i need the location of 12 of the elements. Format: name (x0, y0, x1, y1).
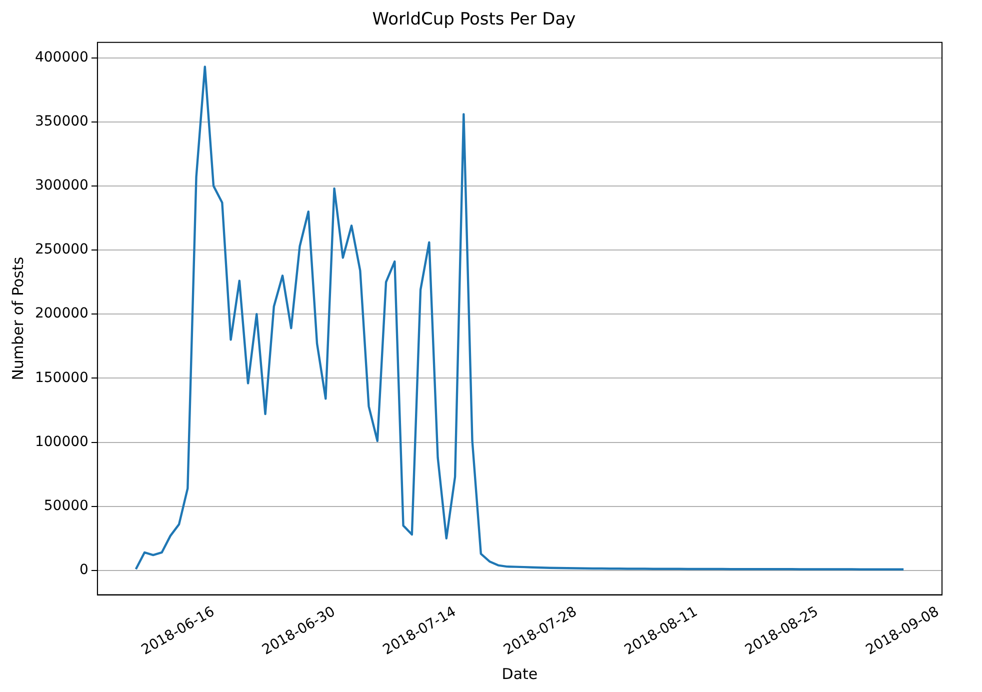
x-axis-title: Date (502, 664, 538, 683)
y-tick-label: 200000 (34, 306, 88, 322)
y-axis-title: Number of Posts (8, 256, 27, 380)
y-tick-label: 100000 (34, 434, 88, 450)
y-tick-label: 150000 (34, 370, 88, 386)
y-tick-label: 300000 (34, 178, 88, 194)
y-tick-label: 50000 (44, 498, 88, 514)
y-tick-label: 350000 (34, 114, 88, 130)
y-tick-label: 0 (80, 562, 88, 578)
y-tick-label: 250000 (34, 242, 88, 258)
y-tick-label: 400000 (34, 49, 88, 66)
chart-title: WorldCup Posts Per Day (372, 10, 576, 30)
